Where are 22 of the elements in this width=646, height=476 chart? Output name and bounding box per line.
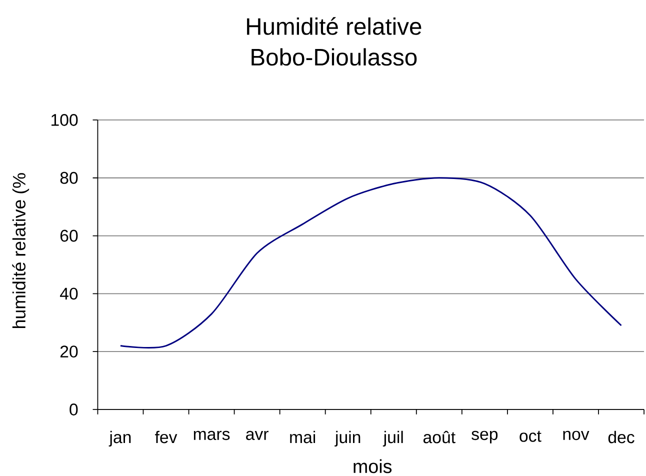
x-tick-label: août — [423, 430, 456, 444]
x-tick-label: juin — [334, 430, 360, 447]
y-tick-label: 20 — [60, 346, 78, 358]
x-tick-label: nov — [563, 430, 590, 440]
chart-subtitle: Bobo-Dioulasso — [252, 48, 417, 66]
x-tick-label: dec — [608, 430, 634, 444]
x-tick-label: fev — [155, 430, 178, 444]
x-axis-title: mois — [354, 459, 392, 474]
x-tick-label: juil — [382, 430, 403, 447]
y-tick-label: 60 — [60, 230, 78, 242]
y-axis-title: humidité relative (% — [12, 173, 30, 328]
x-tick-label: oct — [520, 430, 542, 442]
y-tick-label: 40 — [60, 288, 78, 300]
chart-title: Humidité relative — [247, 17, 422, 35]
y-tick-label: 0 — [70, 404, 78, 416]
y-tick-label: 100 — [52, 114, 78, 126]
y-tick-label: 80 — [60, 172, 78, 184]
x-tick-label: mars — [194, 430, 230, 440]
x-tick-label: avr — [246, 430, 268, 440]
x-tick-label: mai — [290, 430, 316, 444]
x-tick-label: jan — [108, 430, 131, 447]
x-tick-label: sep — [472, 430, 498, 444]
